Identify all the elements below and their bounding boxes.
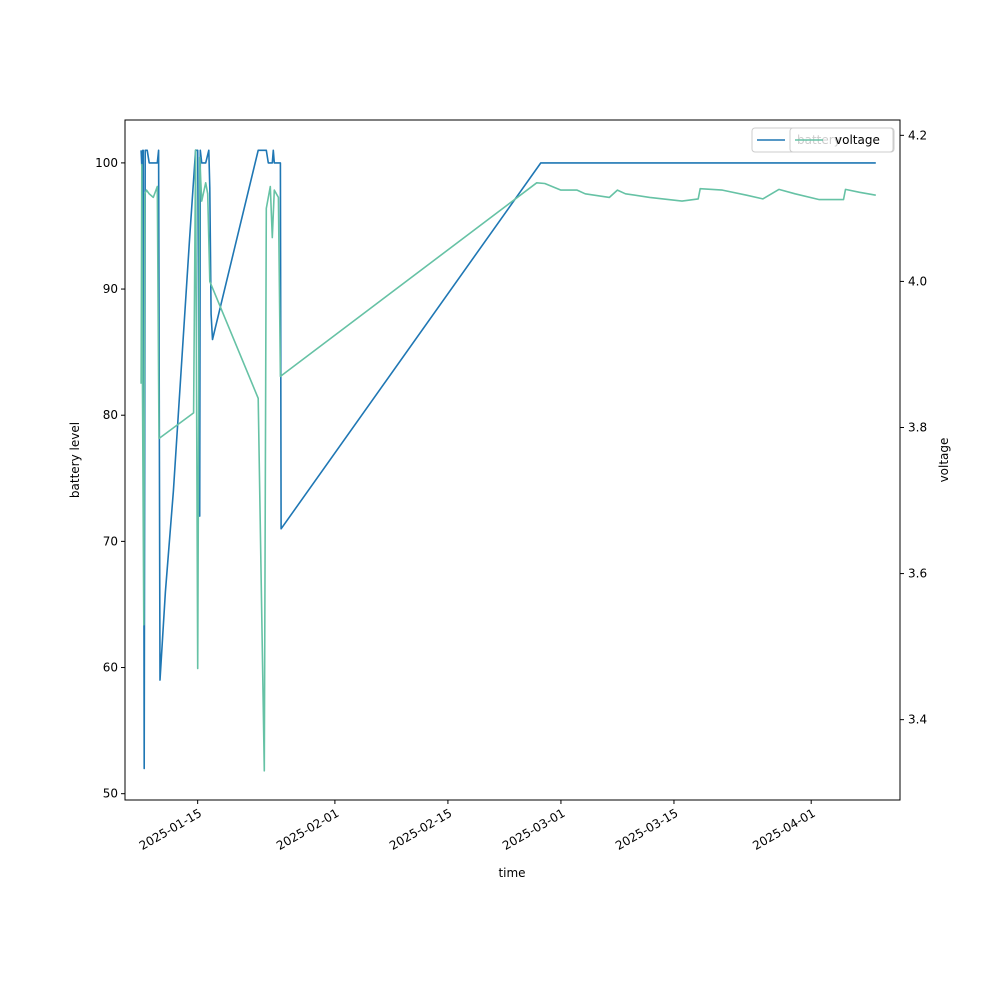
- legend-voltage: voltage: [789, 127, 894, 153]
- x-axis-label: time: [498, 866, 525, 880]
- y2-tick-label: 4.2: [908, 128, 927, 142]
- y-tick-label: 60: [103, 661, 118, 675]
- y-tick-label: 70: [103, 534, 118, 548]
- legend-voltage-box: [789, 127, 894, 153]
- y2-tick-label: 3.8: [908, 420, 927, 434]
- y-axis-label: battery level: [68, 422, 82, 498]
- y2-tick-label: 3.6: [908, 567, 927, 581]
- series-line-battery: [140, 149, 876, 770]
- plot-area: [140, 149, 876, 772]
- y2-tick-label: 3.4: [908, 713, 927, 727]
- y2-tick-label: 4.0: [908, 274, 927, 288]
- y-tick-label: 50: [103, 787, 118, 801]
- y-tick-label: 80: [103, 408, 118, 422]
- plot-frame: [124, 119, 901, 801]
- legend-voltage-label: voltage: [835, 133, 880, 147]
- y-tick-label: 90: [103, 282, 118, 296]
- series-line-voltage: [140, 149, 876, 772]
- y2-axis-label: voltage: [937, 438, 951, 483]
- y-tick-label: 100: [95, 156, 118, 170]
